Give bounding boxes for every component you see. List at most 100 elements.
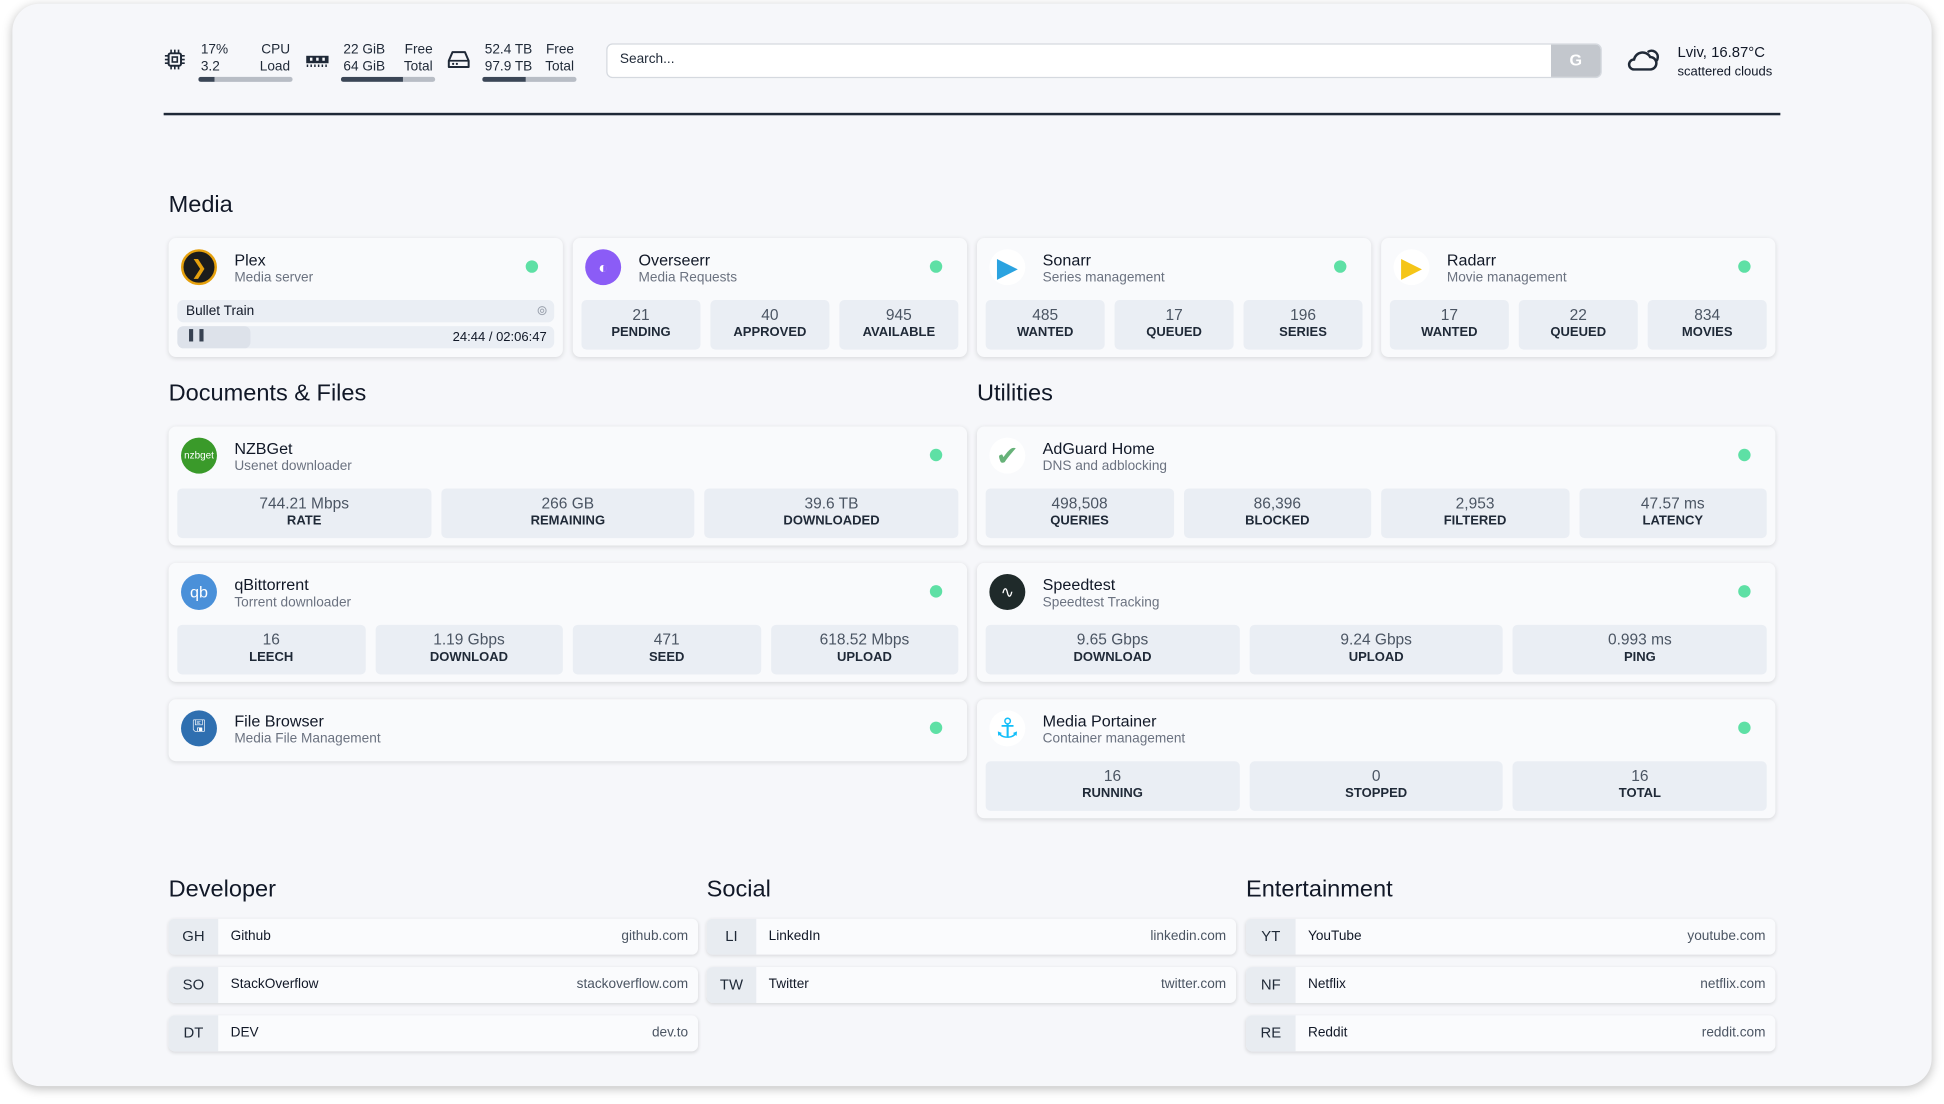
stat-value: 485 [1032,306,1059,324]
bookmark-url: reddit.com [1701,1025,1766,1041]
section-title-social: Social [706,876,771,903]
section-title-entertainment: Entertainment [1245,876,1393,903]
status-indicator [929,721,943,734]
service-card-qbittorrent[interactable]: qb qBittorrent Torrent downloader 16 LEEC… [168,562,968,682]
service-card-sonarr[interactable]: ▶ Sonarr Series management 485 WANTED 17 QU… [976,238,1372,358]
stat-label: BLOCKED [1245,513,1310,529]
weather-location-temp: Lviv, 16.87°C [1677,43,1766,61]
stat-box: 47.57 ms LATENCY [1578,488,1767,539]
service-card-speedtest[interactable]: ∿ Speedtest Speedtest Tracking 9.65 Gbps… [976,562,1776,682]
bookmark-name: DEV [230,1025,259,1041]
plex-icon: ❯ [181,249,217,286]
service-subtitle: Media File Management [234,731,381,747]
service-card-portainer[interactable]: ⚓ Media Portainer Container management 1… [976,699,1776,819]
stat-label: QUERIES [1050,513,1109,529]
service-subtitle: Series management [1042,270,1165,286]
header-divider [163,112,1781,116]
service-card-overseerr[interactable]: ◐ Overseerr Media Requests 21 PENDING 40 AP… [572,238,968,358]
search-input[interactable] [619,52,1538,67]
stat-box: 498,508 QUERIES [985,488,1174,539]
radarr-icon: ▶ [1393,249,1430,286]
stat-box: 744.21 Mbps RATE [177,488,432,539]
bookmark-abbreviation: RE [1245,1015,1296,1052]
stat-value: 618.52 Mbps [819,631,910,649]
section-title-developer: Developer [168,876,276,903]
hard-drive-icon [447,51,470,68]
stat-box: 834 MOVIES [1647,300,1767,350]
playback-progress-fill [177,326,251,349]
bookmark-abbreviation: NF [1245,967,1296,1003]
status-indicator [1738,448,1751,462]
free-label: Free [404,42,433,58]
bookmark-reddit[interactable]: RE Reddit reddit.com [1245,1015,1776,1052]
now-playing-bar: Bullet Train ⊚ [177,300,555,323]
media-type-icon: ⊚ [536,303,548,319]
service-card-nzbget[interactable]: nzbget NZBGet Usenet downloader 744.21 M… [168,426,968,546]
bookmark-abbreviation: DT [168,1015,219,1052]
bookmark-stackoverflow[interactable]: SO StackOverflow stackoverflow.com [168,967,699,1003]
bookmark-name: Github [230,928,271,944]
bookmark-abbreviation: TW [706,967,757,1003]
free-label: Free [545,42,575,58]
stat-value: 0 [1371,767,1381,785]
service-card-filebrowser[interactable]: 🖫 File Browser Media File Management [168,699,968,762]
disk-stat: 52.4 TB 97.9 TB Free Total [482,41,577,83]
bookmark-url: linkedin.com [1150,928,1227,944]
total-label: Total [545,59,575,75]
stat-value: 17 [1165,306,1183,324]
stat-value: 9.24 Gbps [1340,631,1412,649]
service-card-radarr[interactable]: ▶ Radarr Movie management 17 WANTED 22 QUEU… [1381,238,1776,358]
service-card-plex[interactable]: ❯ Plex Media server Bullet Train ⊚ ❚❚ 24… [168,238,563,358]
stat-box: 17 WANTED [1389,300,1509,350]
pause-icon[interactable]: ❚❚ [185,328,207,343]
stat-box: 16 LEECH [177,624,366,675]
service-title: qBittorrent [234,575,309,594]
stat-value: 471 [653,631,680,649]
service-title: Overseerr [638,250,711,270]
service-subtitle: Torrent downloader [234,595,352,610]
playback-progress[interactable]: ❚❚ 24:44 / 02:06:47 [177,326,555,349]
stat-box: 16 TOTAL [1512,761,1767,811]
bookmark-url: dev.to [651,1025,689,1041]
ram-labels: Free Total [404,41,433,76]
stat-box: 9.24 Gbps UPLOAD [1249,624,1504,675]
bookmark-linkedin[interactable]: LI LinkedIn linkedin.com [706,918,1237,955]
stat-box: 266 GB REMAINING [440,488,695,539]
search-provider-button[interactable]: G [1550,44,1601,77]
service-subtitle: Speedtest Tracking [1042,595,1160,610]
stat-value: 16 [262,631,280,649]
service-title: AdGuard Home [1042,438,1155,458]
stat-box: 1.19 Gbps DOWNLOAD [375,624,563,675]
stat-label: AVAILABLE [862,324,936,340]
bookmark-name: Netflix [1307,976,1346,992]
stat-box: 618.52 Mbps UPLOAD [770,624,959,675]
bookmark-dev[interactable]: DT DEV dev.to [168,1015,699,1052]
stat-label: RUNNING [1082,786,1143,801]
disk-labels: Free Total [545,41,574,76]
service-title: Radarr [1446,250,1497,270]
cpu-usage: 17% [200,42,229,58]
service-card-adguard[interactable]: ✔ AdGuard Home DNS and adblocking 498,50… [976,426,1776,546]
bookmark-twitter[interactable]: TW Twitter twitter.com [706,967,1237,1003]
cpu-load: 3.2 [200,59,220,75]
cpu-values: 17% 3.2 [201,41,228,76]
bookmark-url: netflix.com [1700,976,1766,992]
stats-row: 9.65 Gbps DOWNLOAD 9.24 Gbps UPLOAD 0.993 ms… [985,624,1767,675]
stats-row: 16 LEECH 1.19 Gbps DOWNLOAD 471 SEED 618.52 Mb… [177,624,959,675]
stat-box: 9.65 Gbps DOWNLOAD [985,624,1240,675]
stat-label: DOWNLOAD [1073,649,1152,665]
stat-value: 196 [1290,306,1316,324]
bookmark-youtube[interactable]: YT YouTube youtube.com [1245,918,1776,955]
stat-value: 86,396 [1253,494,1301,513]
disk-total: 97.9 TB [484,59,533,75]
now-playing-title: Bullet Train [185,303,255,319]
stat-value: 16 [1103,767,1122,785]
service-subtitle: Media server [234,270,314,286]
stat-box: 0 STOPPED [1249,761,1504,811]
stat-label: TOTAL [1618,786,1661,801]
bookmark-netflix[interactable]: NF Netflix netflix.com [1245,967,1776,1003]
bookmark-github[interactable]: GH Github github.com [168,918,699,955]
bookmark-url: twitter.com [1160,976,1227,992]
sonarr-icon: ▶ [989,249,1026,286]
stats-row: 485 WANTED 17 QUEUED 196 SERIES [985,300,1363,350]
